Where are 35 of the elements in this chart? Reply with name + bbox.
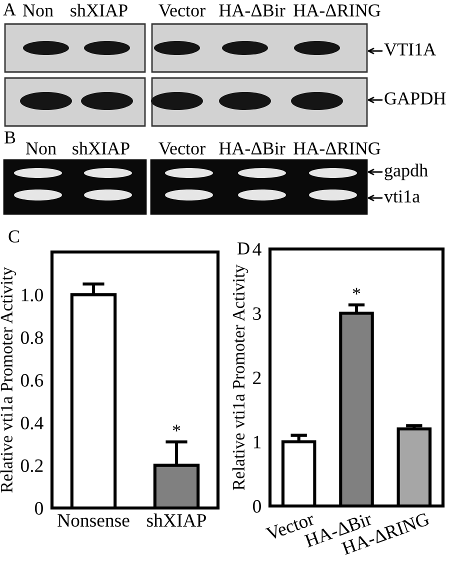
y-tick-label: 1.0: [22, 288, 43, 302]
x-tick-label: Nonsense: [58, 514, 130, 527]
y-tick-label: 3: [253, 307, 261, 320]
category-label: Non: [22, 4, 54, 17]
annotation: *: [352, 288, 360, 294]
category-label: Non: [26, 142, 56, 155]
category-label: HA-ΔBir: [219, 4, 286, 16]
y-tick-label: 2: [253, 372, 261, 384]
text: GAPDH: [384, 92, 446, 105]
y-tick-label: 0: [253, 500, 261, 513]
y-tick-label: 0: [35, 502, 43, 515]
category-label: Vector: [158, 4, 206, 17]
category-label: Vector: [158, 142, 206, 155]
chart-title: C: [8, 230, 20, 243]
text: A: [3, 3, 16, 16]
y-tick-label: 0.2: [20, 459, 43, 472]
chart-title: D: [238, 242, 250, 254]
category-label: HA-ΔBir: [219, 142, 286, 154]
y-axis-title: Relative vti1a Promoter Activity: [0, 267, 16, 493]
y-tick-label: 1: [254, 436, 261, 448]
y-tick-label: 0.8: [20, 331, 43, 344]
text: vti1a: [384, 190, 420, 203]
category-label: HA-ΔRING: [294, 4, 380, 17]
y-tick-label: 4: [252, 243, 262, 256]
annotation: *: [172, 424, 180, 432]
category-label: shXIAP: [72, 142, 130, 155]
category-label: HA-ΔRING: [294, 142, 380, 155]
y-axis-title: Relative vti1a Promoter Activity: [232, 264, 248, 490]
text: VTI1A: [384, 43, 436, 56]
y-tick-label: 0.4: [20, 416, 44, 430]
x-tick-label: shXIAP: [147, 514, 206, 527]
category-label: shXIAP: [70, 4, 128, 17]
y-tick-label: 0.6: [20, 374, 44, 387]
text: B: [4, 132, 16, 144]
text: gapdh: [384, 164, 428, 180]
